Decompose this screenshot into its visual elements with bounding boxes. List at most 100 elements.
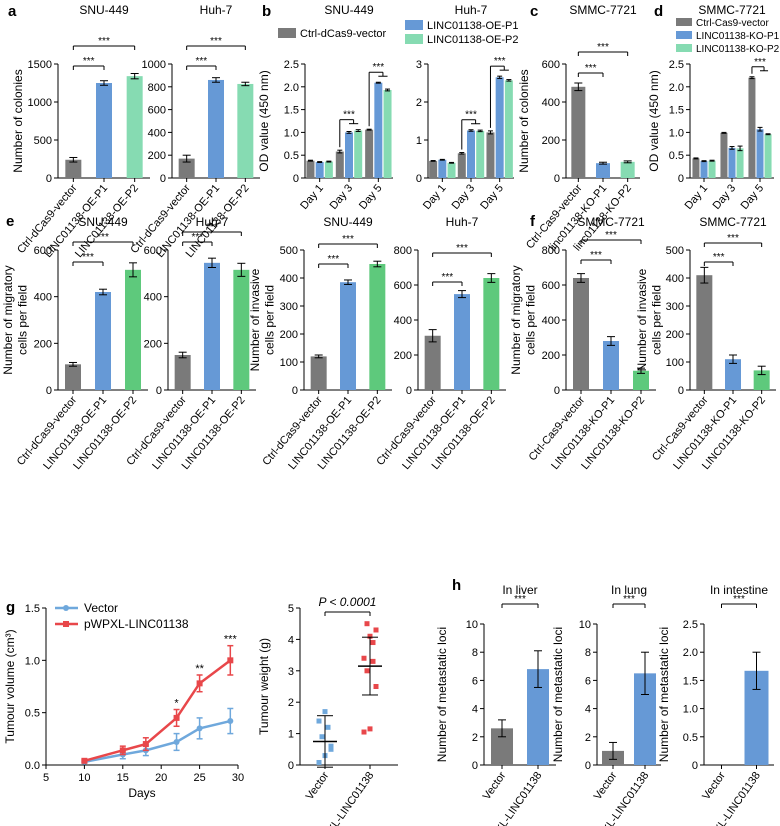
y-tick-label: 4 (288, 634, 294, 646)
y-tick-label: 4 (472, 704, 478, 716)
y-tick-label: 0 (472, 760, 478, 772)
sig-label: *** (210, 36, 222, 47)
chart-title: SNU-449 (323, 215, 373, 229)
y-tick-label: 1.0 (683, 704, 698, 716)
bar (571, 86, 586, 178)
y-tick-label: 6 (472, 675, 478, 687)
bar (365, 129, 374, 178)
bar (708, 160, 716, 178)
bar (340, 282, 356, 390)
y-tick-label: 3 (416, 59, 422, 71)
bar (383, 89, 392, 178)
y-axis-label: OD value (450 nm) (647, 70, 661, 171)
bar (736, 148, 744, 178)
legend-label: LINC01138-OE-P1 (427, 20, 519, 32)
y-tick-label: 400 (666, 273, 684, 285)
sig-label: *** (224, 634, 238, 646)
x-tick-label: Vector (592, 770, 620, 803)
sig-label: *** (342, 234, 354, 245)
chart-title: SNU-449 (79, 3, 129, 17)
bar (700, 161, 708, 178)
y-tick-label: 4 (585, 704, 591, 716)
y-tick-label: 2.0 (284, 82, 299, 94)
y-tick-label: 800 (394, 245, 412, 257)
panel-label: e (6, 213, 14, 230)
y-tick-label: 400 (542, 97, 560, 109)
y-tick-label: 500 (280, 245, 298, 257)
x-tick-label: Vector (481, 770, 509, 803)
legend-label: LINC01138-KO-P2 (696, 44, 780, 55)
data-point (367, 726, 373, 732)
y-tick-label: 0.0 (25, 760, 40, 772)
sig-label: *** (343, 110, 355, 121)
y-tick-label: 400 (34, 292, 52, 304)
y-tick-label: 200 (280, 329, 298, 341)
panel-label: g (6, 599, 15, 616)
y-tick-label: 2.5 (683, 619, 698, 631)
chart-title: SMMC-7721 (577, 215, 645, 229)
y-tick-label: 400 (148, 127, 166, 139)
y-tick-label: 2 (288, 697, 294, 709)
bar (335, 151, 344, 178)
y-axis-label: Tumour weight (g) (257, 638, 271, 735)
bar (748, 77, 756, 178)
bar (315, 162, 324, 178)
y-tick-label: 0 (46, 385, 52, 397)
y-tick-label: 0.5 (25, 708, 40, 720)
y-axis-label: Number of invasivecells per field (635, 268, 663, 371)
x-tick-label: Day 3 (711, 182, 739, 212)
y-axis-label: Number of metastatic loci (435, 627, 449, 762)
bar (345, 132, 353, 178)
data-point (81, 757, 88, 764)
sig-label: *** (514, 594, 526, 605)
panel-label: d (654, 3, 663, 20)
y-tick-label: 1500 (28, 59, 52, 71)
data-point (361, 729, 367, 735)
sig-label: *** (97, 232, 109, 243)
data-point (319, 734, 325, 740)
bar (233, 269, 250, 390)
y-tick-label: 0 (292, 385, 298, 397)
chart-title: SMMC-7721 (569, 3, 637, 17)
chart-f2: 0100200300400500Ctrl-Cas9-vectorLINC0113… (635, 215, 776, 472)
bar (126, 76, 143, 178)
panel-label: f (530, 213, 536, 230)
chart-title: SNU-449 (78, 215, 128, 229)
y-tick-label: 10 (466, 619, 478, 631)
y-axis-label-line: Number of migratory (509, 265, 523, 374)
bar (504, 80, 513, 178)
data-point (367, 633, 373, 639)
legend-label: pWPXL-LINC01138 (84, 617, 189, 631)
legend-swatch (405, 20, 423, 30)
y-axis-label: Number of metastatic loci (551, 627, 565, 762)
bar (634, 673, 656, 765)
chart-f1: 0200400600800Ctrl-Cas9-vectorLINC01138-K… (509, 213, 656, 472)
sig-label: *** (206, 222, 218, 233)
y-tick-label: 1.0 (25, 655, 40, 667)
bar (125, 269, 141, 390)
data-point (227, 657, 234, 664)
bar (204, 262, 220, 390)
sig-label: *** (372, 62, 384, 73)
bar (486, 132, 495, 178)
y-tick-label: 500 (34, 135, 52, 147)
bar (696, 275, 713, 390)
y-tick-label: 0.5 (683, 732, 698, 744)
chart-a2: 02004006008001000Ctrl-dCas9-vectorLINC01… (128, 3, 260, 260)
chart-e3: 0100200300400500Ctrl-dCas9-vectorLINC011… (248, 215, 392, 472)
bar (753, 370, 770, 390)
chart-title: Huh-7 (455, 3, 488, 17)
y-tick-label: 600 (148, 105, 166, 117)
bar (208, 79, 224, 178)
y-tick-label: 1.0 (284, 127, 299, 139)
x-tick-label: Day 5 (357, 182, 385, 212)
chart-title: SMMC-7721 (699, 215, 767, 229)
sig-label: *** (456, 243, 468, 254)
sig-label: *** (195, 56, 207, 67)
bar (728, 147, 736, 178)
y-axis-label: Number of colonies (11, 69, 25, 172)
sig-label: *** (82, 252, 94, 263)
bar (95, 292, 111, 390)
y-axis-label-line: cells per field (262, 285, 276, 355)
y-tick-label: 0 (293, 173, 299, 185)
